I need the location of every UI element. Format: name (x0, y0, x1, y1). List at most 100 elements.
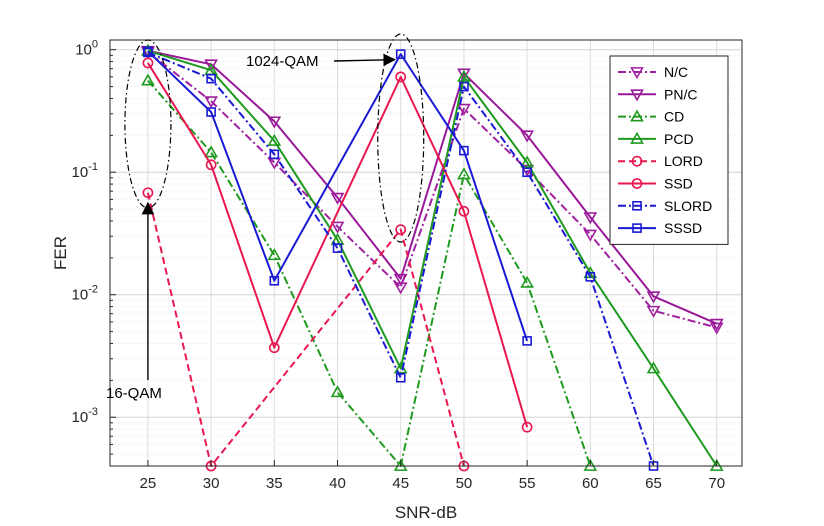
legend-box (609, 55, 729, 245)
data-point-n-c (204, 96, 218, 109)
data-point-n-c (646, 305, 661, 318)
series-line-ssd (147, 62, 529, 428)
x-tick-label: 25 (140, 475, 157, 492)
data-point-slord (585, 272, 596, 282)
legend-label: PCD (664, 131, 694, 147)
data-point-pcd (457, 69, 471, 82)
data-point-pcd (267, 133, 282, 146)
series-ssd (142, 57, 533, 433)
data-point-pn-c (457, 68, 471, 81)
legend-item-pcd: PCD (618, 131, 694, 147)
legend-label: LORD (664, 153, 703, 169)
data-point-ssd (268, 342, 280, 354)
data-point-cd (330, 385, 345, 398)
data-point-slord (395, 372, 406, 383)
x-tick-label: 65 (645, 475, 662, 492)
data-point-cd (457, 167, 471, 180)
data-point-sssd (395, 49, 406, 59)
legend-item-ssd: SSD (618, 176, 693, 192)
x-tick-label: 35 (266, 475, 283, 492)
legend-item-n-c: N/C (618, 64, 688, 80)
data-point-ssd (395, 71, 407, 83)
data-point-pn-c (393, 273, 408, 286)
legend-marker (630, 67, 644, 80)
data-point-n-c (583, 229, 598, 242)
data-point-ssd (521, 421, 533, 433)
annotations: 1024-QAM 16-QAM (106, 33, 425, 402)
data-point-pn-c (709, 318, 724, 331)
y-tick-label: 10-1 (72, 161, 98, 181)
series-line-slord (147, 51, 655, 467)
axis-ticks: 25 30 35 40 45 50 55 60 65 70 100 10-1 10-2 10-3 (72, 39, 726, 492)
data-point-pn-c (583, 212, 598, 225)
data-point-pn-c (204, 59, 218, 72)
plot-frame (109, 39, 743, 467)
legend-item-lord: LORD (618, 153, 703, 169)
legend: N/C PN/C CD PCD LORD SSD SLORD SSSD (609, 55, 729, 245)
data-point-pcd (646, 361, 661, 374)
x-tick-label: 45 (392, 475, 409, 492)
data-point-slord (522, 167, 532, 178)
data-point-pcd (709, 458, 724, 471)
data-point-slord (206, 73, 216, 84)
data-point-pn-c (330, 192, 345, 205)
x-axis-label: SNR-dB (395, 503, 457, 522)
data-point-cd (204, 145, 218, 158)
data-point-sssd (459, 145, 469, 156)
16qam-label: 16-QAM (106, 385, 162, 402)
series-line-lord (146, 192, 465, 467)
data-point-lord (395, 224, 407, 236)
data-point-slord (332, 243, 343, 253)
legend-item-sssd: SSSD (618, 220, 702, 236)
x-tick-label: 50 (456, 475, 473, 492)
y-tick-label: 10-2 (72, 284, 98, 304)
y-tick-label: 10-3 (72, 406, 98, 426)
legend-marker (630, 89, 644, 102)
data-point-pn-c (646, 291, 661, 304)
data-point-pn-c (267, 116, 282, 129)
series-layer (141, 43, 724, 472)
legend-label: N/C (664, 64, 688, 80)
legend-marker (632, 223, 642, 233)
legend-item-cd: CD (618, 109, 684, 125)
series-line-cd (147, 79, 592, 467)
series-line-pcd (147, 49, 718, 467)
series-line-n-c (147, 51, 717, 329)
data-point-n-c (457, 103, 471, 116)
data-point-pcd (520, 155, 534, 168)
1024qam-label: 1024-QAM (246, 53, 319, 70)
data-point-ssd (142, 57, 154, 69)
legend-marker (631, 178, 643, 189)
data-point-slord (269, 149, 280, 160)
legend-marker (630, 131, 644, 144)
series-line-pn-c (147, 49, 718, 325)
legend-item-pn-c: PN/C (618, 86, 697, 102)
legend-label: SLORD (664, 198, 712, 214)
x-tick-label: 30 (203, 475, 220, 492)
data-point-sssd (206, 107, 216, 117)
data-point-ssd (205, 159, 217, 171)
legend-label: SSD (664, 176, 693, 192)
data-point-lord (142, 187, 154, 199)
series-cd (141, 73, 598, 471)
legend-label: CD (664, 109, 684, 125)
data-point-cd (583, 458, 598, 471)
data-point-sssd (522, 336, 532, 346)
legend-marker (632, 201, 642, 211)
legend-marker (631, 155, 643, 167)
data-point-pn-c (520, 130, 534, 143)
legend-marker (630, 109, 644, 122)
legend-label: SSSD (664, 220, 702, 236)
data-point-cd (267, 248, 282, 261)
x-tick-label: 70 (708, 475, 725, 492)
legend-label: PN/C (664, 86, 697, 102)
y-axis-label: FER (51, 236, 70, 270)
x-tick-label: 40 (329, 475, 346, 492)
data-point-slord (459, 81, 469, 92)
1024qam-arrow (333, 53, 396, 67)
series-sssd (143, 46, 532, 346)
x-tick-label: 55 (519, 475, 536, 492)
data-point-cd (141, 73, 155, 86)
data-point-sssd (143, 46, 153, 57)
